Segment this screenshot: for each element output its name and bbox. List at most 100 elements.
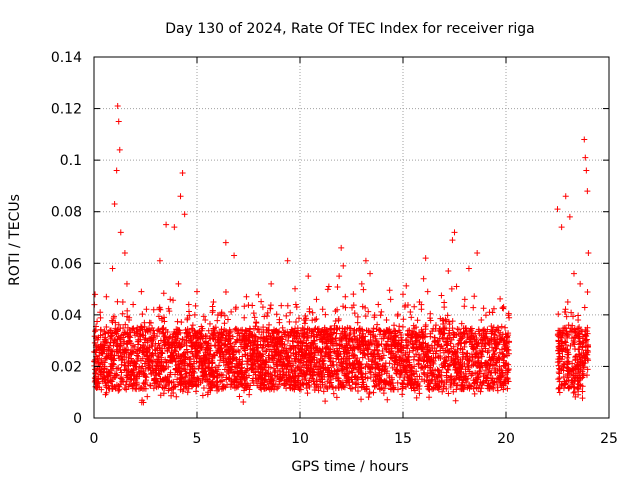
data-point [295, 363, 302, 370]
data-point [579, 388, 586, 395]
data-point [582, 154, 589, 161]
data-point [388, 376, 395, 383]
data-point [377, 376, 384, 383]
data-point [385, 343, 392, 350]
data-point [141, 319, 148, 326]
data-point [161, 314, 168, 321]
data-point [258, 386, 265, 393]
data-point [365, 308, 372, 315]
data-point [134, 338, 141, 345]
data-point [263, 335, 270, 342]
data-point [119, 310, 126, 317]
data-point [452, 331, 459, 338]
data-point [286, 368, 293, 375]
data-point [403, 356, 410, 363]
data-point [505, 310, 512, 317]
data-point [126, 317, 133, 324]
data-point [584, 188, 591, 195]
data-point [349, 304, 356, 311]
data-point [263, 347, 270, 354]
data-point [451, 229, 458, 236]
data-point [394, 368, 401, 375]
data-point [563, 313, 570, 320]
data-point [363, 361, 370, 368]
data-point [329, 342, 336, 349]
data-point [564, 298, 571, 305]
data-point [276, 319, 283, 326]
data-point [370, 325, 377, 332]
data-point [499, 369, 506, 376]
x-tick-label: 15 [394, 431, 412, 447]
data-point [376, 366, 383, 373]
data-point [204, 364, 211, 371]
data-point [172, 383, 179, 390]
data-point [458, 377, 465, 384]
data-point [471, 293, 478, 300]
data-point [116, 342, 123, 349]
data-point [95, 380, 102, 387]
data-point [321, 353, 328, 360]
data-point [154, 333, 161, 340]
data-point [303, 385, 310, 392]
data-point [451, 360, 458, 367]
data-point [236, 330, 243, 337]
data-point [131, 344, 138, 351]
data-point [295, 351, 302, 358]
data-point [331, 368, 338, 375]
data-point [146, 335, 153, 342]
data-point [270, 328, 277, 335]
data-point [479, 364, 486, 371]
data-point [500, 386, 507, 393]
data-point [420, 333, 427, 340]
data-point [220, 351, 227, 358]
data-point [258, 328, 265, 335]
data-point [313, 377, 320, 384]
data-point [400, 316, 407, 323]
data-point [411, 303, 418, 310]
data-point [242, 351, 249, 358]
data-point [308, 364, 315, 371]
data-point [210, 298, 217, 305]
data-point [222, 288, 229, 295]
data-point [92, 370, 99, 377]
data-point [495, 340, 502, 347]
data-point [425, 385, 432, 392]
data-point [408, 314, 415, 321]
data-point [292, 301, 299, 308]
data-point [212, 367, 219, 374]
data-point [384, 396, 391, 403]
data-point [381, 363, 388, 370]
data-point [211, 342, 218, 349]
data-point [162, 326, 169, 333]
data-point [239, 364, 246, 371]
data-point [273, 361, 280, 368]
data-point [426, 315, 433, 322]
data-point [179, 365, 186, 372]
data-point [255, 291, 262, 298]
data-point [249, 361, 256, 368]
data-point [358, 371, 365, 378]
data-point [320, 333, 327, 340]
data-point [218, 309, 225, 316]
data-point [269, 352, 276, 359]
data-point [192, 378, 199, 385]
data-point [556, 370, 563, 377]
data-point [358, 396, 365, 403]
data-point [299, 380, 306, 387]
data-point [580, 364, 587, 371]
data-point [110, 342, 117, 349]
data-point [443, 385, 450, 392]
data-point [579, 340, 586, 347]
data-point [121, 350, 128, 357]
data-point [251, 314, 258, 321]
data-point [101, 328, 108, 335]
data-point [367, 366, 374, 373]
data-point [568, 383, 575, 390]
data-point [452, 397, 459, 404]
data-point [325, 283, 332, 290]
data-point [131, 372, 138, 379]
data-point [472, 369, 479, 376]
data-point [121, 338, 128, 345]
data-point [233, 376, 240, 383]
data-point [433, 373, 440, 380]
